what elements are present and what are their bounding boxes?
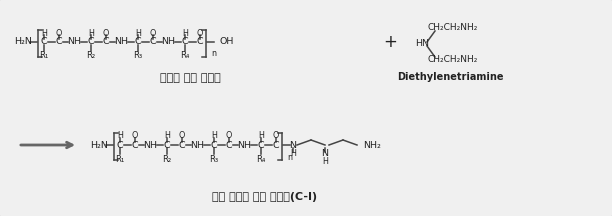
Text: H: H (322, 157, 328, 167)
Text: R₁: R₁ (116, 154, 125, 164)
Text: R₄: R₄ (256, 154, 266, 164)
Text: C: C (196, 38, 203, 46)
Text: O: O (197, 29, 203, 38)
Text: C: C (135, 38, 141, 46)
Text: R₂: R₂ (162, 154, 171, 164)
Text: C: C (117, 140, 123, 149)
Text: NH₂: NH₂ (363, 140, 381, 149)
Text: n: n (211, 49, 216, 59)
Text: C: C (56, 38, 62, 46)
Text: 변성 단백질 가수 분해물(C-I): 변성 단백질 가수 분해물(C-I) (212, 192, 318, 202)
Text: C: C (132, 140, 138, 149)
Text: R₄: R₄ (181, 51, 190, 60)
Text: N: N (321, 149, 329, 159)
Text: NH: NH (190, 140, 204, 149)
Text: H: H (135, 29, 141, 38)
Text: H: H (164, 132, 170, 140)
Text: C: C (258, 140, 264, 149)
Text: O: O (226, 132, 232, 140)
Text: H: H (41, 29, 47, 38)
Text: HN: HN (415, 40, 429, 49)
Text: C: C (226, 140, 233, 149)
Text: H₂N: H₂N (90, 140, 108, 149)
Text: O: O (56, 29, 62, 38)
Text: H: H (182, 29, 188, 38)
Text: n: n (287, 152, 292, 162)
Text: H: H (211, 132, 217, 140)
Text: C: C (40, 38, 47, 46)
Text: CH₂CH₂NH₂: CH₂CH₂NH₂ (428, 56, 478, 65)
Text: R₁: R₁ (39, 51, 48, 60)
Text: C: C (182, 38, 188, 46)
Text: H: H (290, 149, 296, 159)
Text: R₃: R₃ (133, 51, 143, 60)
Text: C: C (211, 140, 217, 149)
Text: H₂N: H₂N (14, 38, 32, 46)
Text: C: C (273, 140, 279, 149)
Text: R₃: R₃ (209, 154, 218, 164)
Text: +: + (383, 33, 397, 51)
Text: C: C (163, 140, 170, 149)
Text: CH₂CH₂NH₂: CH₂CH₂NH₂ (428, 24, 478, 32)
Text: O: O (150, 29, 156, 38)
Text: H: H (258, 132, 264, 140)
Text: R₂: R₂ (86, 51, 95, 60)
Text: H: H (117, 132, 123, 140)
Text: C: C (88, 38, 94, 46)
Text: NH: NH (114, 38, 128, 46)
Text: O: O (179, 132, 185, 140)
Text: NH: NH (143, 140, 157, 149)
Text: C: C (179, 140, 185, 149)
Text: Diethylenetriamine: Diethylenetriamine (397, 72, 503, 82)
Text: O: O (103, 29, 109, 38)
Text: N: N (289, 140, 296, 149)
Text: 단백질 가수 분해물: 단백질 가수 분해물 (160, 73, 220, 83)
Text: O: O (273, 132, 279, 140)
Text: NH: NH (237, 140, 251, 149)
Text: C: C (150, 38, 156, 46)
Text: OH: OH (220, 38, 234, 46)
Text: H: H (88, 29, 94, 38)
Text: NH: NH (67, 38, 81, 46)
Text: NH: NH (161, 38, 175, 46)
Text: O: O (132, 132, 138, 140)
Text: C: C (103, 38, 110, 46)
